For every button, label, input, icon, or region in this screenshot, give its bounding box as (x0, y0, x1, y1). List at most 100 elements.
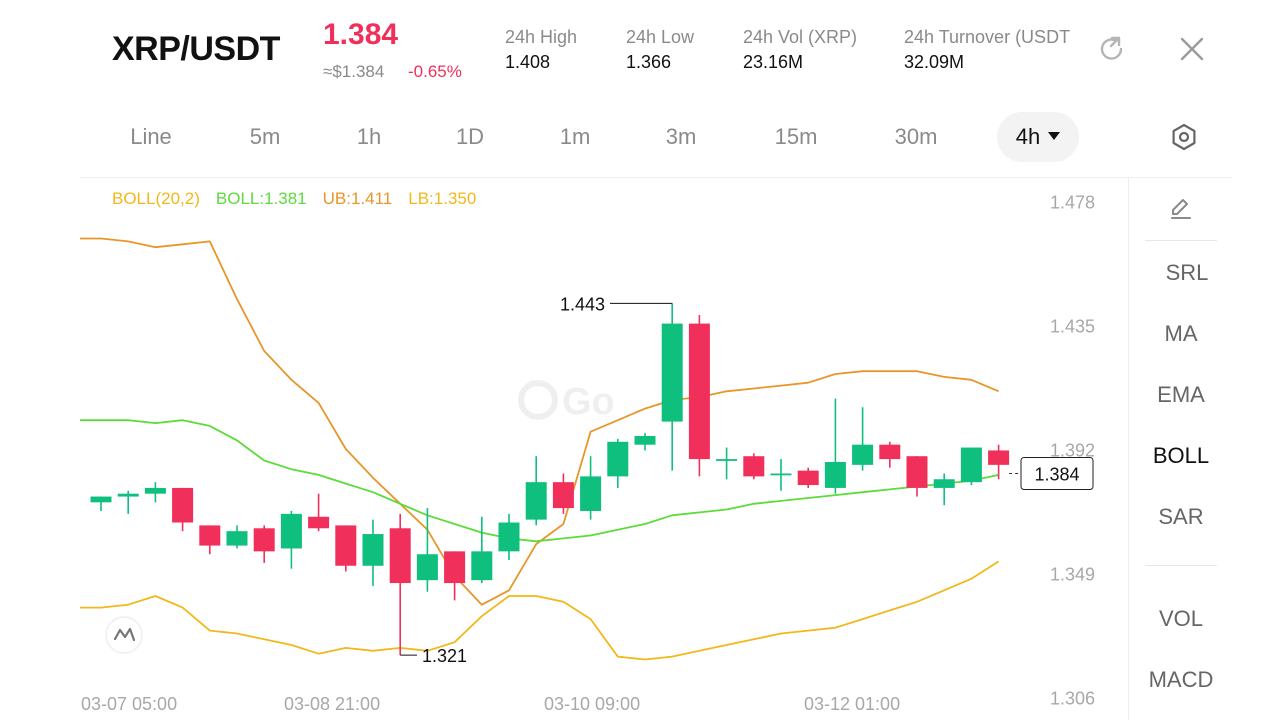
stat-value: 23.16M (743, 52, 804, 72)
boll-legend-ub: UB:1.411 (322, 189, 393, 208)
candle-11 (389, 513, 411, 656)
tab-1d[interactable]: 1D (455, 124, 485, 149)
x-axis: 03-07 05:00 03-08 21:00 03-10 09:00 03-12 0… (81, 694, 900, 714)
candle-body (824, 461, 846, 488)
y-tick-label: 1.349 (1050, 564, 1095, 584)
tab-4h-active[interactable]: 4h (997, 112, 1079, 162)
boll-mid-line (80, 419, 999, 543)
tab-1m[interactable]: 1m (559, 124, 591, 149)
candle-body (770, 473, 792, 476)
chevron-down-icon (1048, 132, 1061, 141)
timeframe-tabs: Line 5m 1h 1D 1m 3m 15m 30m 4h (0, 112, 1280, 162)
candle-body (471, 551, 493, 581)
share-icon[interactable] (1097, 34, 1127, 64)
candle-body (117, 493, 139, 497)
tab-3m[interactable]: 3m (665, 124, 697, 149)
candle-3 (172, 487, 194, 532)
last-price: 1.384 (323, 18, 399, 51)
min-price-label: 1.321 (422, 646, 467, 666)
candle-body (335, 525, 357, 566)
boll-upper-line (80, 237, 999, 606)
boll-legend-mid: BOLL:1.381 (215, 189, 307, 208)
candle-4 (199, 525, 221, 555)
candlestick-chart[interactable]: Go 1.478 1.435 1.392 1.349 1.306 03-07 05:00… (80, 178, 1128, 720)
indicator-srl[interactable]: SRL (1165, 260, 1209, 285)
y-tick-label: 1.478 (1050, 193, 1095, 213)
candle-body (525, 482, 547, 520)
candle-body (852, 444, 874, 465)
tab-30m[interactable]: 30m (894, 124, 938, 149)
last-price-box (1020, 457, 1094, 491)
boll-legend: BOLL(20,2) BOLL:1.381 UB:1.411 LB:1.350 (112, 189, 492, 209)
tab-1h[interactable]: 1h (356, 124, 382, 149)
tab-15m[interactable]: 15m (774, 124, 818, 149)
close-icon[interactable] (1177, 34, 1207, 64)
candle-30 (906, 456, 928, 497)
x-tick-label: 03-08 21:00 (284, 694, 380, 714)
price-markers: 1.443 1.321 1.384 (400, 294, 1094, 666)
candle-body (308, 516, 330, 529)
boll-lower-line (80, 560, 1000, 661)
candle-21 (661, 303, 683, 471)
candle-33 (988, 444, 1010, 480)
candle-7 (280, 510, 302, 569)
candle-31 (933, 473, 955, 506)
settings-icon[interactable] (1169, 122, 1199, 152)
candle-16 (525, 456, 547, 526)
candle-body (933, 479, 955, 488)
pencil-icon[interactable] (1168, 195, 1194, 221)
candle-26 (797, 467, 819, 488)
candle-body (172, 487, 194, 523)
indicator-sar[interactable]: SAR (1158, 504, 1204, 529)
stat-24h-turnover: 24h Turnover (USDT 32.09M (904, 27, 1087, 73)
candle-body (960, 447, 982, 483)
candle-body (661, 323, 683, 422)
tab-4h-label: 4h (1015, 124, 1041, 149)
svg-text:Go: Go (562, 381, 615, 423)
sidebar-divider (1145, 240, 1217, 241)
candle-body (634, 436, 656, 445)
candle-15 (498, 513, 520, 560)
indicator-boll[interactable]: BOLL (1152, 443, 1210, 468)
candle-27 (824, 398, 846, 494)
indicator-toggle[interactable] (105, 616, 143, 654)
indicator-vol[interactable]: VOL (1158, 606, 1204, 631)
candle-6 (253, 525, 275, 563)
bollinger-bands (80, 237, 1000, 661)
x-tick-label: 03-10 09:00 (544, 694, 640, 714)
candle-body (688, 323, 710, 460)
stat-label: 24h Vol (XRP) (743, 27, 858, 47)
candle-body (879, 444, 901, 460)
tab-line[interactable]: Line (130, 124, 172, 149)
candle-28 (852, 407, 874, 471)
stat-label: 24h Turnover (USDT (904, 27, 1071, 47)
candle-23 (716, 447, 738, 480)
candle-12 (416, 508, 438, 592)
candle-body (416, 554, 438, 581)
indicator-ma[interactable]: MA (1164, 321, 1198, 346)
candle-body (716, 459, 738, 461)
candle-32 (960, 447, 982, 486)
candle-2 (144, 482, 166, 503)
stat-label: 24h Low (626, 27, 695, 47)
indicator-macd[interactable]: MACD (1148, 667, 1214, 692)
candle-17 (552, 473, 574, 514)
stat-value: 1.408 (505, 52, 551, 72)
max-price-label: 1.443 (560, 294, 605, 314)
candle-body (444, 551, 466, 584)
indicator-sidebar: SRL MA EMA BOLL SAR VOL MACD (1128, 178, 1233, 720)
candle-9 (335, 525, 357, 572)
approx-usd-price: ≈$1.384 (323, 62, 385, 81)
stat-value: 32.09M (904, 52, 965, 72)
candle-13 (444, 551, 466, 601)
price-change-percent: -0.65% (408, 62, 462, 81)
pair-title: XRP/USDT (112, 30, 280, 68)
x-tick-label: 03-12 01:00 (804, 694, 900, 714)
candle-18 (580, 456, 602, 520)
candle-1 (117, 490, 139, 514)
indicator-ema[interactable]: EMA (1157, 382, 1205, 407)
candle-body (580, 476, 602, 511)
candle-body (988, 450, 1010, 465)
candle-body (906, 456, 928, 488)
tab-5m[interactable]: 5m (249, 124, 281, 149)
